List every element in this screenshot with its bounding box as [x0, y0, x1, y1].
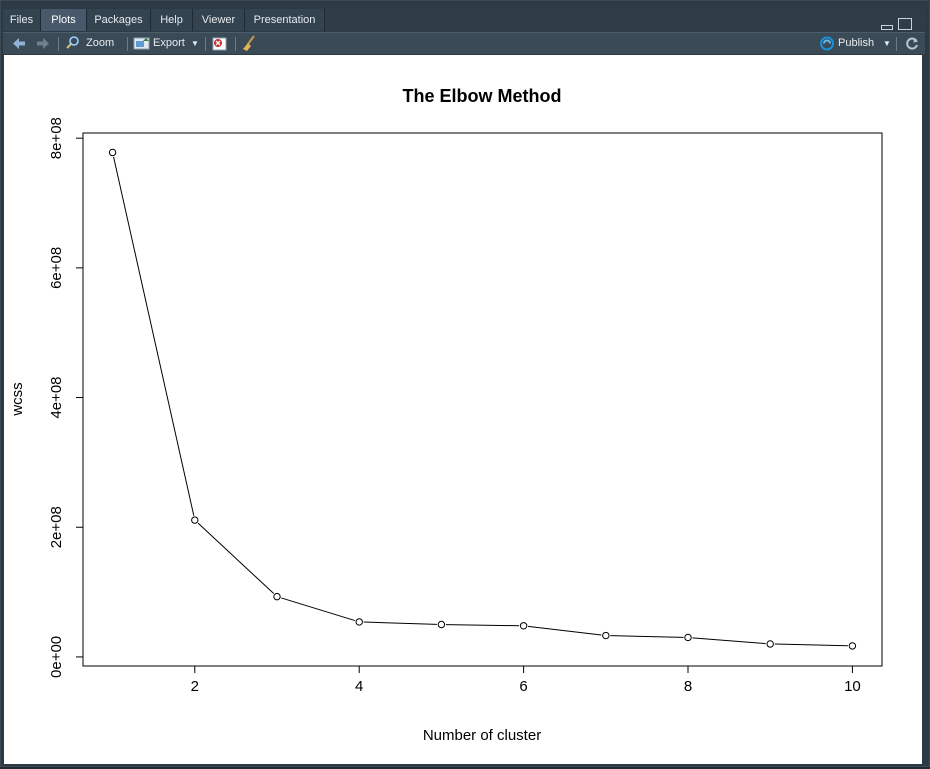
tab-packages[interactable]: Packages [87, 9, 151, 31]
plot-viewer: The Elbow Method Number of cluster wcss … [4, 55, 922, 764]
minimize-icon[interactable] [881, 25, 893, 30]
series-segment [445, 624, 520, 627]
series-segment [610, 635, 684, 638]
elbow-chart: The Elbow Method Number of cluster wcss … [9, 86, 883, 744]
export-button[interactable]: Export [153, 37, 185, 49]
y-tick-label: 4e+08 [48, 376, 65, 418]
data-point [355, 618, 363, 626]
maximize-icon[interactable] [898, 18, 912, 30]
x-tick-label: 2 [191, 678, 199, 695]
data-point [437, 620, 446, 629]
plots-toolbar: Zoom Export ▼ Publish ▼ [3, 32, 925, 54]
export-icon[interactable] [133, 33, 151, 54]
export-dropdown-icon[interactable]: ▼ [191, 39, 199, 48]
remove-plot-icon[interactable] [211, 33, 229, 54]
tab-bar: Files Plots Packages Help Viewer Present… [3, 9, 925, 31]
publish-icon[interactable] [818, 33, 836, 54]
y-axis: 0e+00 2e+08 4e+08 6e+08 8e+08 [48, 117, 84, 678]
x-tick-label: 10 [844, 678, 861, 695]
x-axis-label: Number of cluster [423, 727, 541, 744]
series-segment [113, 156, 195, 516]
series-segment [774, 643, 848, 647]
y-tick-label: 2e+08 [48, 506, 65, 548]
zoom-icon[interactable] [65, 33, 81, 54]
series-segment [363, 621, 437, 625]
plot-frame [82, 132, 883, 667]
data-point [273, 592, 281, 601]
series-segment [197, 522, 275, 594]
data-point [684, 633, 692, 642]
data-point [848, 642, 857, 650]
x-tick-label: 4 [355, 678, 363, 695]
tab-viewer[interactable]: Viewer [193, 9, 245, 31]
broom-icon[interactable] [241, 33, 257, 54]
x-axis: 2 4 6 8 10 [191, 665, 861, 695]
y-axis-label: wcss [9, 382, 26, 416]
tab-help[interactable]: Help [151, 9, 193, 31]
series-segment [692, 637, 766, 645]
data-point [602, 631, 610, 640]
back-arrow-icon[interactable] [11, 33, 27, 54]
x-tick-label: 8 [684, 678, 692, 695]
zoom-button[interactable]: Zoom [86, 37, 115, 49]
series-segment [528, 625, 602, 636]
data-point [108, 148, 117, 157]
y-tick-label: 6e+08 [48, 247, 65, 289]
tab-files[interactable]: Files [3, 9, 41, 31]
y-tick-label: 0e+00 [48, 636, 65, 678]
forward-arrow-icon[interactable] [35, 33, 51, 54]
data-point [519, 622, 528, 630]
y-tick-label: 8e+08 [48, 117, 65, 159]
series-segment [281, 597, 356, 622]
x-tick-label: 6 [519, 678, 527, 695]
tab-presentation[interactable]: Presentation [245, 9, 325, 31]
wcss-series [108, 148, 857, 650]
tab-plots[interactable]: Plots [41, 9, 87, 31]
publish-button[interactable]: Publish [838, 37, 875, 49]
window-controls [881, 18, 917, 32]
publish-dropdown-icon[interactable]: ▼ [883, 39, 891, 48]
data-point [766, 640, 774, 648]
chart-title: The Elbow Method [403, 86, 562, 106]
data-point [191, 516, 199, 524]
refresh-icon[interactable] [904, 33, 920, 54]
